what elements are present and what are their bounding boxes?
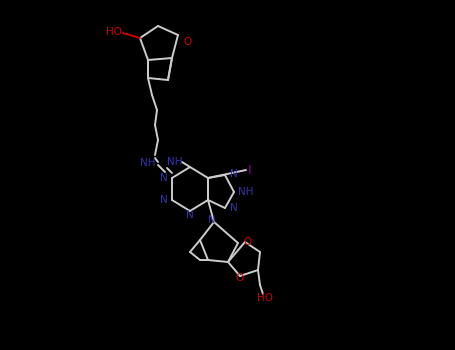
Text: N: N [230,203,238,213]
Text: N: N [208,215,216,225]
Text: N: N [230,169,238,179]
Text: N: N [160,173,168,183]
Text: HO: HO [106,27,122,37]
Text: O: O [183,37,191,47]
Text: HO: HO [257,293,273,303]
Text: O: O [236,273,244,283]
Text: N: N [160,195,168,205]
Text: NH: NH [238,187,253,197]
Text: O: O [243,237,251,247]
Text: I: I [248,163,252,176]
Text: NH: NH [167,157,183,167]
Text: N: N [186,210,194,220]
Text: NH: NH [140,158,156,168]
